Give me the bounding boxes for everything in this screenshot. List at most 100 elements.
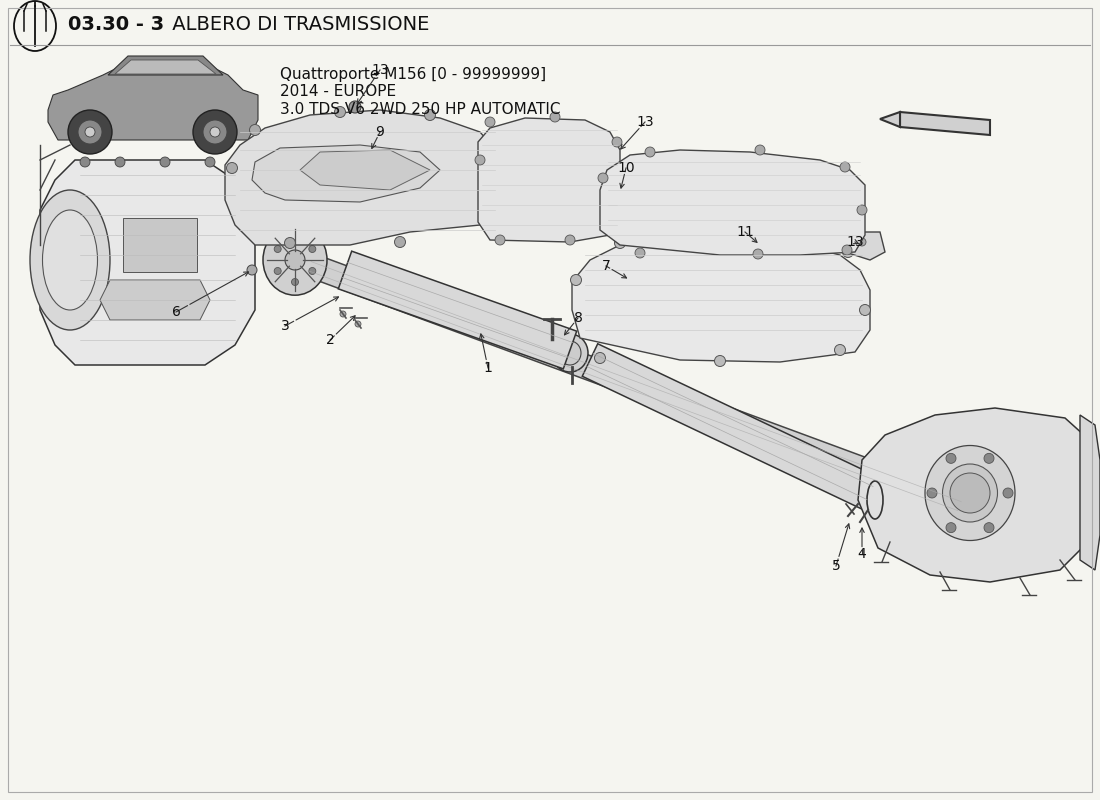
Circle shape — [334, 106, 345, 118]
Circle shape — [615, 238, 626, 249]
Circle shape — [292, 278, 298, 286]
Circle shape — [204, 120, 227, 144]
Polygon shape — [116, 60, 216, 74]
Circle shape — [857, 205, 867, 215]
FancyBboxPatch shape — [123, 218, 197, 272]
Text: 8: 8 — [573, 311, 582, 325]
Circle shape — [484, 194, 495, 206]
Circle shape — [635, 248, 645, 258]
Circle shape — [475, 155, 485, 165]
Text: 13: 13 — [846, 235, 864, 249]
Circle shape — [950, 473, 990, 513]
Circle shape — [192, 110, 236, 154]
Circle shape — [309, 246, 316, 253]
Text: 13: 13 — [636, 115, 653, 129]
Circle shape — [484, 139, 495, 150]
Circle shape — [309, 267, 316, 274]
Polygon shape — [339, 251, 576, 369]
Text: 10: 10 — [617, 161, 635, 175]
Circle shape — [340, 311, 346, 317]
Text: 3.0 TDS V6 2WD 250 HP AUTOMATIC: 3.0 TDS V6 2WD 250 HP AUTOMATIC — [280, 102, 561, 117]
Circle shape — [946, 454, 956, 463]
Circle shape — [715, 355, 726, 366]
Circle shape — [116, 157, 125, 167]
Circle shape — [285, 250, 305, 270]
Circle shape — [274, 246, 282, 253]
Text: 2014 - EUROPE: 2014 - EUROPE — [280, 85, 396, 99]
Polygon shape — [252, 145, 440, 202]
Text: 4: 4 — [858, 547, 867, 561]
Circle shape — [858, 238, 866, 246]
Text: 2: 2 — [326, 333, 334, 347]
Circle shape — [80, 157, 90, 167]
Circle shape — [85, 127, 95, 137]
Ellipse shape — [925, 446, 1015, 541]
Polygon shape — [300, 150, 430, 190]
Text: ALBERO DI TRASMISSIONE: ALBERO DI TRASMISSIONE — [166, 15, 429, 34]
Circle shape — [754, 249, 763, 259]
Ellipse shape — [30, 190, 110, 330]
Circle shape — [571, 274, 582, 286]
Circle shape — [495, 235, 505, 245]
Circle shape — [835, 345, 846, 355]
Polygon shape — [600, 150, 865, 255]
Polygon shape — [40, 160, 255, 365]
Text: 03.30 - 3: 03.30 - 3 — [68, 15, 164, 34]
Circle shape — [550, 112, 560, 122]
Circle shape — [285, 238, 296, 249]
Circle shape — [598, 173, 608, 183]
Circle shape — [1003, 488, 1013, 498]
Circle shape — [425, 110, 436, 121]
Text: 13: 13 — [371, 63, 388, 77]
Ellipse shape — [43, 210, 98, 310]
Ellipse shape — [552, 334, 589, 372]
Circle shape — [842, 245, 852, 255]
Circle shape — [612, 200, 621, 210]
Circle shape — [355, 321, 361, 327]
Circle shape — [927, 488, 937, 498]
Text: 1: 1 — [484, 361, 493, 375]
Polygon shape — [100, 280, 210, 320]
Polygon shape — [880, 112, 900, 127]
Circle shape — [274, 267, 282, 274]
Circle shape — [485, 117, 495, 127]
Circle shape — [292, 234, 298, 242]
Text: 5: 5 — [832, 559, 840, 573]
Circle shape — [248, 265, 257, 275]
Circle shape — [840, 162, 850, 172]
Circle shape — [160, 157, 170, 167]
Ellipse shape — [559, 341, 581, 365]
Polygon shape — [900, 112, 990, 135]
Circle shape — [68, 110, 112, 154]
Circle shape — [843, 246, 854, 258]
Polygon shape — [582, 344, 878, 510]
Circle shape — [205, 157, 214, 167]
Text: 9: 9 — [375, 125, 384, 139]
Text: 3: 3 — [280, 319, 289, 333]
Polygon shape — [48, 65, 258, 140]
Circle shape — [984, 522, 994, 533]
Circle shape — [349, 101, 361, 113]
Ellipse shape — [263, 225, 327, 295]
Polygon shape — [858, 408, 1094, 582]
Circle shape — [984, 454, 994, 463]
Circle shape — [395, 237, 406, 247]
Polygon shape — [226, 110, 500, 245]
Circle shape — [745, 231, 756, 242]
Circle shape — [594, 353, 605, 363]
Circle shape — [859, 305, 870, 315]
Polygon shape — [306, 254, 965, 516]
Circle shape — [612, 137, 621, 147]
Circle shape — [645, 147, 654, 157]
Circle shape — [78, 120, 102, 144]
Text: Quattroporte M156 [0 - 99999999]: Quattroporte M156 [0 - 99999999] — [280, 67, 546, 82]
Polygon shape — [1080, 415, 1100, 570]
Ellipse shape — [943, 464, 998, 522]
Text: 11: 11 — [736, 225, 754, 239]
Circle shape — [946, 522, 956, 533]
Circle shape — [565, 235, 575, 245]
Circle shape — [210, 127, 220, 137]
Polygon shape — [572, 238, 870, 362]
Circle shape — [755, 145, 764, 155]
Circle shape — [227, 162, 238, 174]
